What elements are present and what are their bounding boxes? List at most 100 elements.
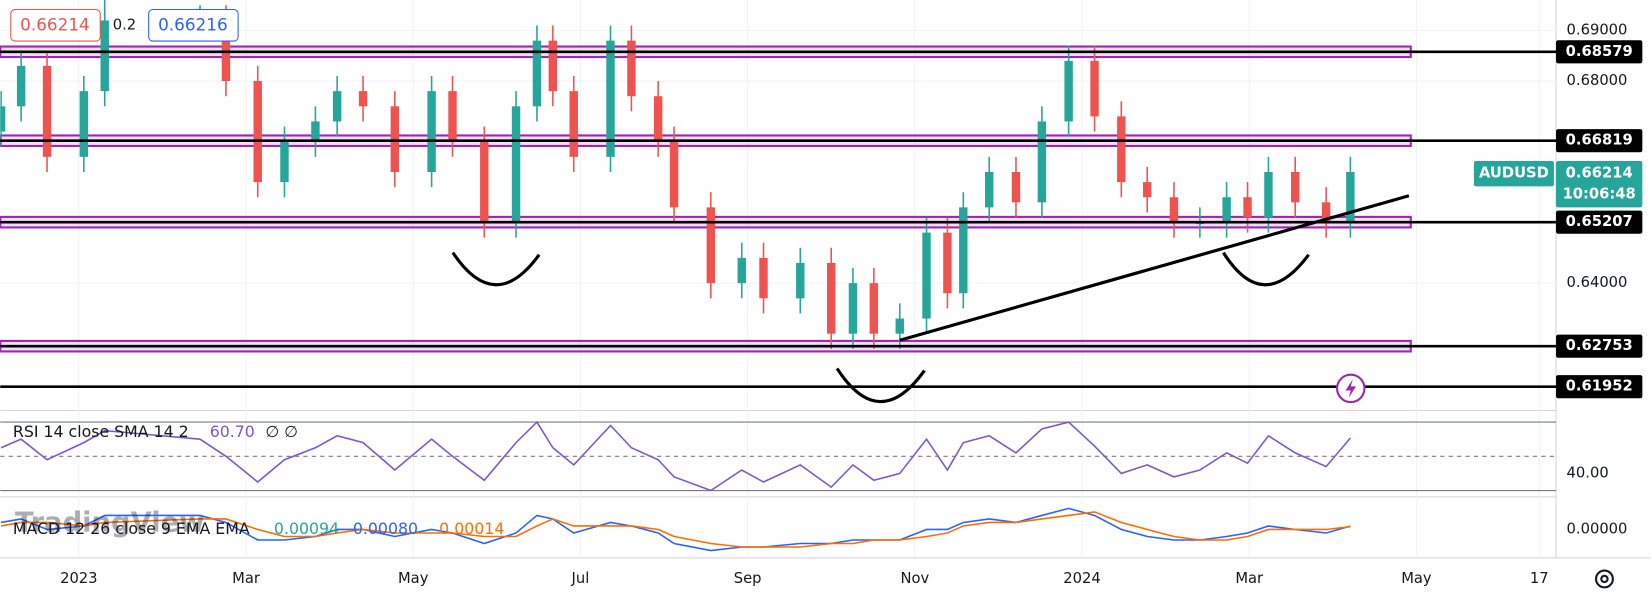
candle-body [796,262,805,299]
candle-body [827,262,836,334]
macd-tick-label: 0.00000 [1567,520,1628,537]
x-tick-label: Sep [734,570,762,587]
x-tick-label: Nov [900,570,929,587]
y-tick-label: 0.69000 [1567,22,1628,39]
settings-icon[interactable] [1594,569,1614,589]
spread: 0.2 [113,16,136,33]
x-tick-label: Mar [1235,570,1264,587]
level-label: 0.65207 [1566,213,1633,230]
x-tick-label: 2023 [60,570,97,587]
buy-button[interactable] [148,8,239,42]
x-tick-label: 17 [1530,570,1549,587]
candle-body [1222,197,1231,223]
cup-annotation [1222,251,1310,287]
x-tick-label: 2024 [1063,570,1100,587]
macd-pane [0,507,1351,552]
candle-body [653,96,663,142]
candle-body [1090,60,1099,117]
y-tick-label: 0.64000 [1567,274,1628,291]
rsi-tick-label: 40.00 [1567,464,1609,481]
candle-body [253,81,262,183]
candle-body [480,141,489,223]
candle-body [1143,182,1152,198]
candle-body [1264,171,1273,218]
candle-body [1011,171,1021,203]
candle-body [943,232,952,294]
candle-body [532,40,542,107]
rsi-line [0,420,1351,492]
trendline [899,194,1410,342]
candle-body [358,91,368,107]
macd-title: MACD 12 26 close 9 EMA EMA [13,519,250,538]
candle-body [511,106,521,223]
x-tick-label: Jul [571,570,590,587]
symbol-label: AUDUSD [1479,165,1549,182]
level-label-box [1556,375,1643,399]
candle-body [79,91,89,157]
cup-annotation [451,251,541,287]
signal-value: 0.00014 [439,519,504,538]
candle-body [869,283,879,334]
candle-body [1064,60,1073,122]
level-label-box [1556,40,1643,64]
candle-body [985,171,994,208]
level-label-box [1556,129,1643,153]
candle-body [737,257,746,284]
signal-line [0,511,1351,548]
candle-body [848,283,858,334]
x-tick-label: May [1401,570,1432,587]
alert-icon[interactable] [1336,373,1366,404]
level-label: 0.66819 [1566,132,1633,149]
candle-body [1321,202,1331,223]
candle-body [16,65,26,107]
candle-body [895,318,904,334]
rsi-pane [0,420,1557,492]
rsi-title: RSI 14 close SMA 14 2 [13,422,189,441]
candle-body [332,91,342,122]
levels: 0.68579 0.66819 0.65207 0.62753 0.61952 [0,40,1643,399]
candle-body [1346,171,1355,223]
candle-body [0,106,6,132]
macd-value: 0.00080 [353,519,418,538]
x-tick-label: Mar [232,570,261,587]
candle-body [706,207,716,284]
countdown: 10:06:48 [1563,186,1636,203]
candle-body [959,207,968,294]
sell-button[interactable] [10,8,101,42]
candle-body [669,141,679,208]
axes: 2023 Mar May Jul Sep Nov 2024 Mar May 17 0.69000 0.… [60,22,1627,587]
sell-price[interactable]: 0.66214 [20,14,90,34]
settings-core[interactable] [1600,574,1609,584]
cup-annotation [835,367,926,404]
level-label-box [1556,334,1643,358]
buy-price[interactable]: 0.66216 [158,14,228,34]
symbol-label-box [1473,161,1554,187]
alert-bolt[interactable] [1345,378,1357,398]
settings-ring[interactable] [1594,569,1614,589]
candle-body [922,232,931,319]
candle-body [627,40,636,97]
level-label: 0.61952 [1566,378,1633,395]
rsi-flags: ∅ ∅ [265,422,297,441]
grid [0,0,1557,558]
x-tick-label: May [398,570,429,587]
candle-body [548,40,558,92]
watermark: TradingView [15,508,205,539]
candle-body [1290,171,1300,203]
candle-body [280,141,289,183]
level-label: 0.68579 [1566,43,1633,60]
macd-line [0,507,1351,552]
rsi-value: 60.70 [210,422,255,441]
candle-body [427,91,436,172]
macd-hist-value: 0.00094 [274,519,339,538]
main-pane [0,0,1355,349]
candle-body [390,106,400,172]
level-label-box [1556,210,1643,234]
last-price: 0.66214 [1566,165,1633,182]
candle-body [1243,197,1252,218]
candle-body [311,121,320,142]
level-label: 0.62753 [1566,337,1633,354]
candle-body [759,257,768,299]
